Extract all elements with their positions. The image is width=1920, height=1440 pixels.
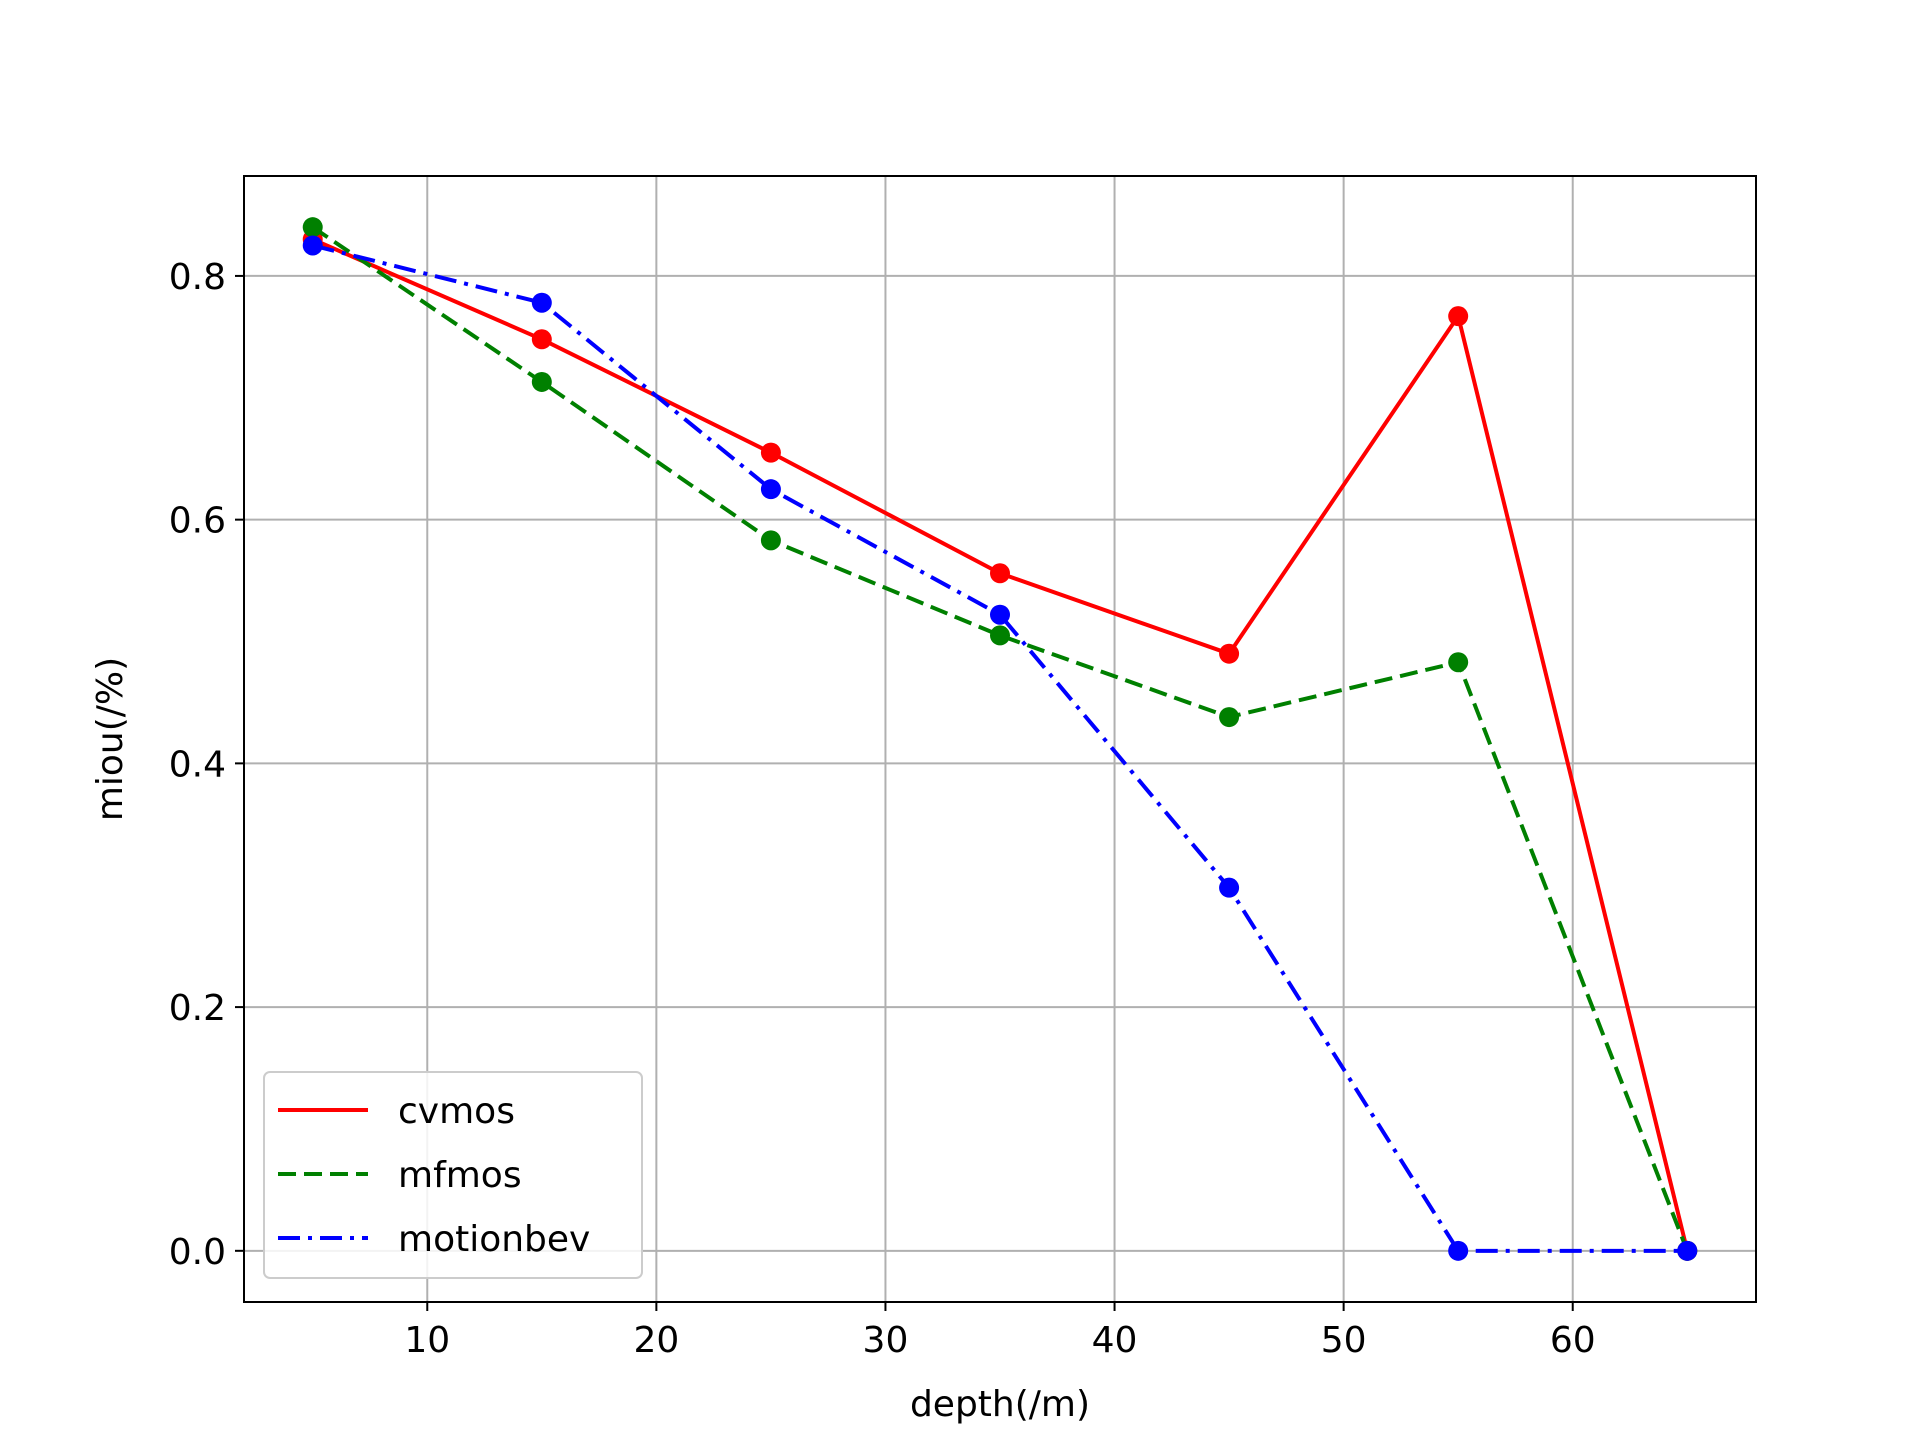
legend: cvmos mfmos motionbev <box>263 1071 643 1279</box>
data-point <box>1448 652 1469 673</box>
y-tick-label: 0.4 <box>169 744 226 785</box>
legend-item: cvmos <box>278 1091 515 1132</box>
series-group <box>302 217 1698 1261</box>
data-point <box>531 292 552 313</box>
data-point <box>1677 1240 1698 1261</box>
data-point <box>760 530 781 551</box>
data-point <box>302 217 323 238</box>
y-tick-label: 0.2 <box>169 988 226 1029</box>
series-motionbev <box>302 235 1698 1261</box>
data-point <box>760 479 781 500</box>
legend-label: motionbev <box>398 1219 590 1260</box>
data-point <box>1219 707 1240 728</box>
data-point <box>1219 877 1240 898</box>
x-tick-label: 30 <box>863 1320 909 1361</box>
data-point <box>760 442 781 463</box>
x-tick-label: 60 <box>1550 1320 1596 1361</box>
data-point <box>531 371 552 392</box>
data-point <box>1448 306 1469 327</box>
legend-item: motionbev <box>278 1219 590 1260</box>
grid <box>244 176 1756 1302</box>
data-point <box>1448 1240 1469 1261</box>
legend-box <box>263 1071 643 1279</box>
data-point <box>1219 643 1240 664</box>
ticks: 10 20 30 40 50 60 0.0 0.2 0.4 0.6 0.8 <box>169 257 1596 1361</box>
data-point <box>990 563 1010 584</box>
data-point <box>990 625 1010 646</box>
x-tick-label: 20 <box>633 1320 679 1361</box>
y-axis-title: miou(/%) <box>90 657 131 821</box>
y-tick-label: 0.6 <box>169 501 226 542</box>
x-tick-label: 10 <box>404 1320 450 1361</box>
legend-item: mfmos <box>278 1155 522 1196</box>
y-tick-label: 0.8 <box>169 257 226 298</box>
x-tick-label: 50 <box>1321 1320 1367 1361</box>
x-tick-label: 40 <box>1092 1320 1138 1361</box>
y-tick-label: 0.0 <box>169 1232 226 1273</box>
data-point <box>990 604 1010 625</box>
data-point <box>302 235 323 256</box>
legend-label: mfmos <box>398 1155 522 1196</box>
x-axis-title: depth(/m) <box>910 1384 1090 1425</box>
data-point <box>531 329 552 350</box>
plot-frame <box>243 175 1757 1303</box>
legend-label: cvmos <box>398 1091 515 1132</box>
